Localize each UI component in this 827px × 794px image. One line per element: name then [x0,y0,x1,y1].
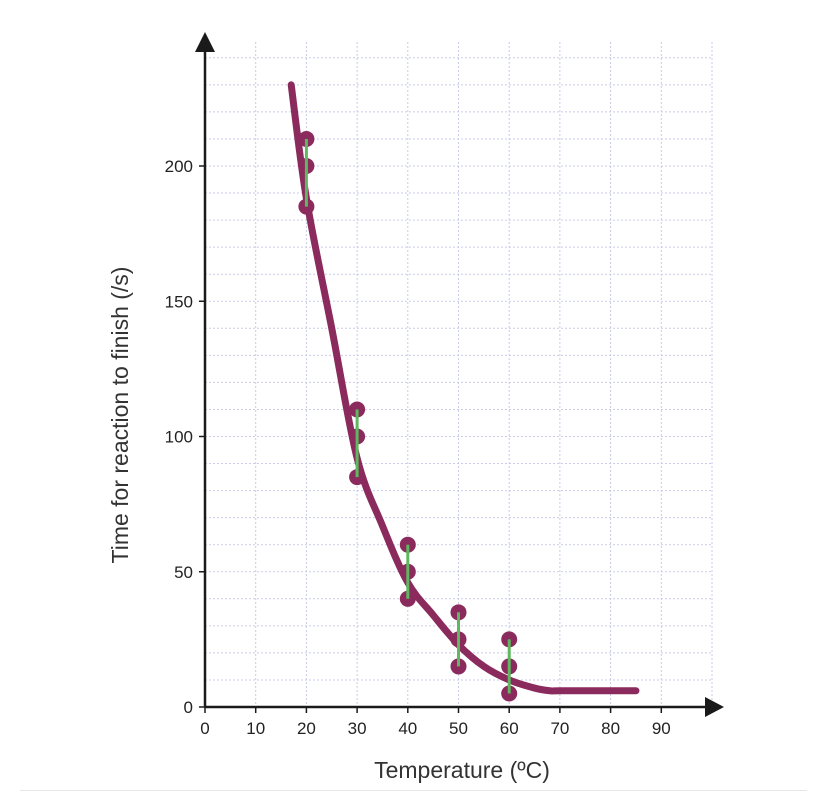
error-bars-layer [304,138,511,694]
x-tick-label: 10 [246,719,265,738]
y-tick-label: 100 [165,428,193,447]
x-tick-label: 40 [398,719,417,738]
x-tick-label: 60 [500,719,519,738]
x-tick-label: 50 [449,719,468,738]
tick-labels: 0 10 20 30 40 50 60 70 80 90 0 50 100 150 200 [165,157,671,738]
y-tick-label: 0 [184,698,193,717]
x-tick-label: 0 [200,719,209,738]
y-axis-arrow-icon [195,32,215,52]
axis-titles: Temperature (ºC) Time for reaction to fi… [107,267,550,783]
x-tick-label: 70 [550,719,569,738]
x-axis-arrow-icon [705,697,724,717]
y-tick-label: 200 [165,157,193,176]
x-tick-label: 20 [297,719,316,738]
footer-divider [20,790,807,791]
y-tick-label: 50 [174,563,193,582]
x-tick-label: 30 [348,719,367,738]
y-axis-title: Time for reaction to finish (/s) [107,267,133,564]
x-tick-label: 80 [601,719,620,738]
y-tick-label: 150 [165,292,193,311]
best-fit-curve [287,81,640,695]
grid [204,42,713,708]
axes [195,32,724,717]
fit-curve-layer [287,81,640,695]
x-tick-label: 90 [652,719,671,738]
x-axis-title: Temperature (ºC) [374,757,550,783]
